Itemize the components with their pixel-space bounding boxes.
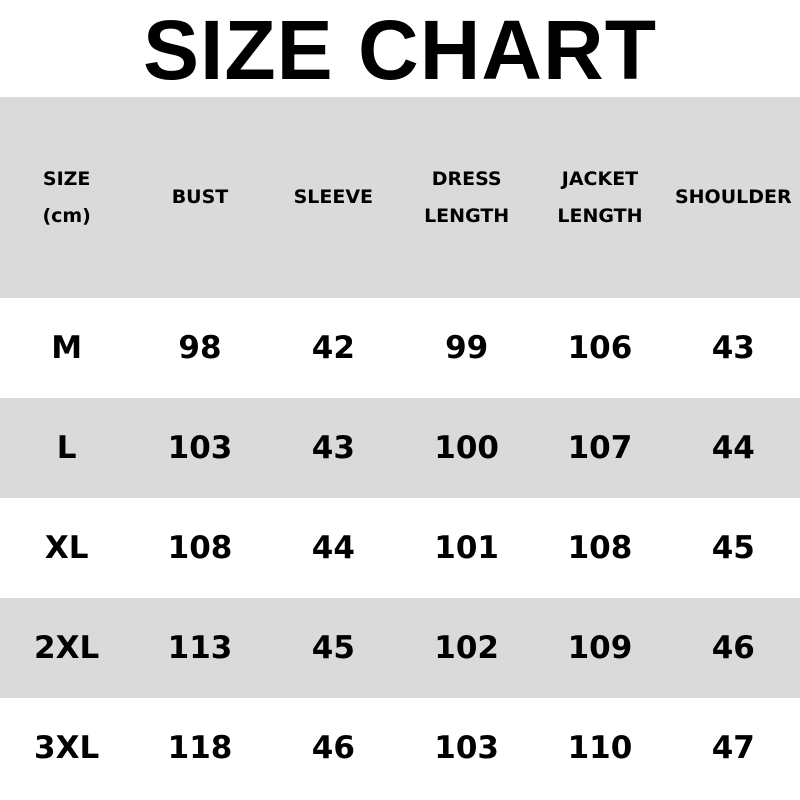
header-sleeve: SLEEVE [293, 186, 374, 208]
cell-bust: 98 [178, 330, 222, 366]
cell-shoulder: 47 [711, 730, 755, 766]
cell-dress-length: 103 [434, 730, 499, 766]
cell-sleeve: 46 [311, 730, 355, 766]
cell-size: 3XL [34, 730, 100, 766]
cell-dress-length: 99 [445, 330, 489, 366]
cell-dress-length: 102 [434, 630, 499, 666]
size-table: SIZE (cm) BUST SLEEVE DRESS LENGTH JACKE… [0, 97, 800, 798]
cell-jacket-length: 106 [567, 330, 633, 366]
cell-sleeve: 43 [311, 430, 355, 466]
cell-bust: 103 [167, 430, 233, 466]
header-jacket-length: JACKET LENGTH [557, 167, 643, 227]
cell-shoulder: 46 [711, 630, 755, 666]
cell-jacket-length: 110 [567, 730, 633, 766]
page-title: SIZE CHART [143, 2, 657, 97]
header-shoulder: SHOULDER [674, 186, 792, 208]
cell-size: M [51, 330, 83, 366]
cell-dress-length: 100 [434, 430, 499, 466]
table-row: XL 108 44 101 108 45 [0, 498, 800, 598]
table-row: M 98 42 99 106 43 [0, 298, 800, 398]
header-dress-length: DRESS LENGTH [424, 167, 510, 227]
table-header-row: SIZE (cm) BUST SLEEVE DRESS LENGTH JACKE… [0, 97, 800, 298]
cell-size: 2XL [34, 630, 100, 666]
cell-sleeve: 42 [311, 330, 355, 366]
cell-shoulder: 45 [711, 530, 755, 566]
cell-dress-length: 101 [434, 530, 499, 566]
cell-size: XL [44, 530, 89, 566]
cell-shoulder: 43 [711, 330, 755, 366]
header-size: SIZE (cm) [42, 167, 91, 227]
table-row: L 103 43 100 107 44 [0, 398, 800, 498]
cell-sleeve: 44 [311, 530, 355, 566]
cell-size: L [56, 430, 77, 466]
cell-jacket-length: 108 [567, 530, 633, 566]
cell-bust: 108 [167, 530, 233, 566]
cell-shoulder: 44 [711, 430, 755, 466]
cell-jacket-length: 107 [567, 430, 633, 466]
cell-jacket-length: 109 [567, 630, 633, 666]
header-bust: BUST [171, 186, 229, 208]
cell-bust: 113 [167, 630, 233, 666]
table-row: 2XL 113 45 102 109 46 [0, 598, 800, 698]
cell-bust: 118 [167, 730, 233, 766]
table-row: 3XL 118 46 103 110 47 [0, 698, 800, 798]
cell-sleeve: 45 [311, 630, 355, 666]
